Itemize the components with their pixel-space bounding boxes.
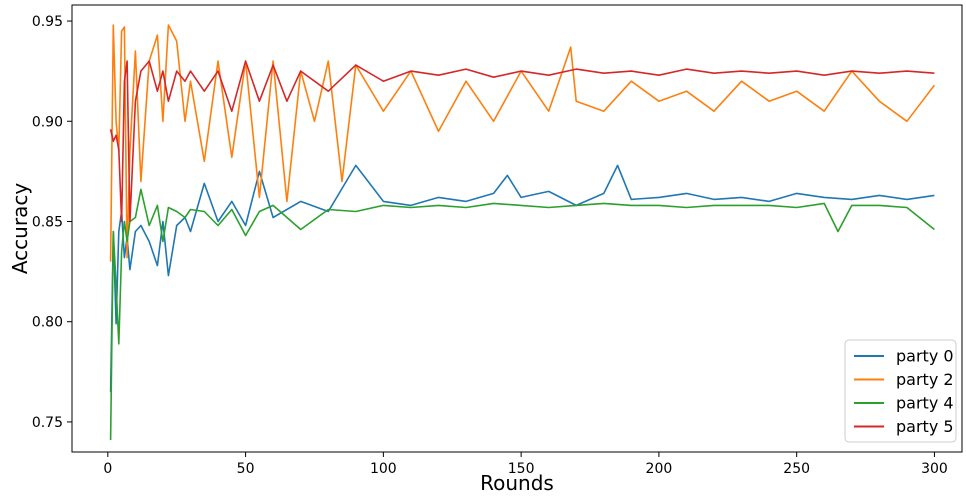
plot-area — [71, 4, 963, 453]
legend-box — [844, 339, 957, 443]
y-axis-title: Accuracy — [8, 183, 32, 274]
series-line-party-0 — [109, 164, 935, 392]
y-tick-label: 0.75 — [32, 415, 63, 431]
series-line-party-4 — [109, 188, 935, 441]
legend-label: party 5 — [896, 417, 954, 436]
series-layer — [109, 24, 936, 441]
y-tick-label: 0.80 — [32, 315, 63, 331]
x-tick-label: 0 — [103, 461, 112, 477]
y-tick-label: 0.90 — [32, 114, 63, 130]
y-tick-label: 0.85 — [32, 214, 63, 230]
series-line-party-2 — [109, 24, 936, 262]
x-tick-label: 100 — [370, 461, 397, 477]
x-axis-title: Rounds — [480, 471, 554, 495]
legend-label: party 0 — [896, 347, 954, 366]
x-tick-label: 200 — [646, 461, 673, 477]
x-tick-label: 150 — [508, 461, 535, 477]
y-axis: 0.75 0.80 0.85 0.90 0.95 — [32, 14, 72, 431]
x-tick-label: 250 — [783, 461, 810, 477]
series-line-party-5 — [109, 60, 935, 223]
legend: party 0 party 2 party 4 party 5 — [844, 339, 957, 443]
x-tick-label: 300 — [921, 461, 948, 477]
x-axis: 0 50 100 150 200 250 300 — [103, 452, 948, 477]
legend-label: party 4 — [896, 394, 954, 413]
y-tick-label: 0.95 — [32, 14, 63, 30]
x-tick-label: 50 — [237, 461, 255, 477]
legend-label: party 2 — [896, 370, 954, 389]
